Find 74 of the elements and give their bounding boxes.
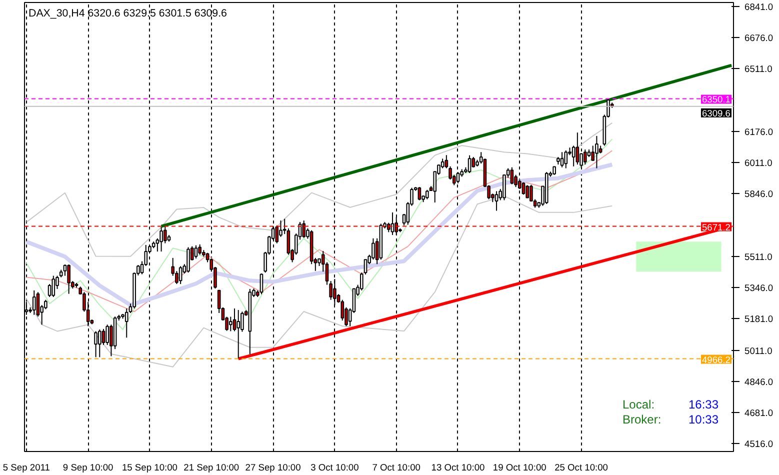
x-tick-label: 19 Oct 10:00: [492, 462, 546, 472]
line-series: [26, 122, 613, 257]
candlestick: [194, 244, 198, 259]
candlestick: [526, 184, 530, 198]
x-tick-label: 15 Sep 10:00: [122, 462, 178, 472]
candlestick: [302, 220, 306, 238]
candlestick: [198, 244, 202, 256]
annotation: Broker:: [622, 412, 662, 426]
x-tick-label: 9 Sep 10:00: [62, 462, 114, 472]
candlestick: [67, 264, 70, 294]
y-tick-label: 6676.0: [744, 32, 774, 43]
annotation: 10:33: [688, 412, 719, 426]
candlestick: [583, 148, 587, 166]
candlestick: [510, 166, 514, 185]
candlestick: [228, 316, 232, 332]
candlestick: [275, 224, 279, 244]
y-tick-label: 5346.0: [744, 282, 774, 293]
candlestick: [522, 182, 526, 196]
candlestick: [472, 156, 476, 168]
candlestick: [160, 226, 163, 252]
candlestick: [456, 172, 460, 184]
ref-line-label: 4966.2: [702, 354, 730, 365]
candlestick: [494, 190, 498, 212]
candlestick: [236, 309, 240, 360]
candlestick: [572, 145, 576, 167]
x-tick-label: 3 Oct 10:00: [310, 462, 359, 472]
candlestick: [106, 324, 109, 346]
x-tick-label: 7 Oct 10:00: [372, 462, 420, 472]
candlestick: [102, 328, 106, 346]
annotation: Local:: [622, 398, 655, 412]
candlestick: [576, 132, 580, 166]
y-tick-label: 6511.0: [744, 64, 772, 74]
ref-line-label: 5671.2: [702, 222, 730, 232]
candlestick: [178, 266, 182, 285]
candlestick: [94, 330, 98, 358]
line-series: [26, 138, 613, 330]
y-tick-label: 6176.0: [744, 126, 774, 137]
annotation: 16:33: [688, 398, 719, 412]
ref-line-label: 6350.1: [702, 94, 730, 105]
candlestick: [595, 135, 598, 169]
y-tick-label: 6011.0: [744, 158, 772, 168]
candlestick: [390, 212, 394, 236]
x-tick-label: 5 Sep 2011: [2, 462, 50, 472]
candlestick: [186, 246, 190, 274]
y-tick-label: 6841.0: [744, 2, 774, 12]
candlestick: [444, 154, 448, 169]
x-tick-label: 27 Sep 10:00: [245, 462, 301, 472]
text: DAX_30,H4 6320.6 6329.5 6301.5 6309.6: [28, 8, 228, 20]
y-tick-label: 4846.0: [744, 376, 774, 387]
candlestick: [372, 238, 375, 260]
y-tick-label: 5846.0: [744, 188, 774, 199]
candlestick: [426, 189, 429, 200]
candlestick: [260, 273, 264, 295]
candlestick: [564, 150, 568, 169]
candlestick: [333, 278, 336, 306]
x-tick-label: 25 Oct 10:00: [554, 462, 608, 472]
y-tick-label: 5511.0: [744, 252, 772, 262]
y-tick-label: 4516.0: [744, 438, 774, 449]
candlestick: [418, 186, 422, 201]
candlestick: [232, 308, 236, 332]
candlestick: [98, 329, 102, 358]
ref-line-label: 6309.6: [702, 108, 730, 118]
candlestick: [124, 308, 128, 338]
candlestick: [560, 152, 564, 168]
y-tick-label: 5181.0: [744, 314, 774, 324]
candlestick: [468, 154, 472, 174]
x-tick-label: 13 Oct 10:00: [431, 462, 485, 472]
y-tick-label: 5011.0: [744, 346, 772, 356]
candlestick: [32, 290, 36, 316]
x-tick-label: 21 Sep 10:00: [184, 462, 240, 472]
candlestick: [394, 216, 398, 236]
y-tick-label: 4681.0: [744, 408, 774, 418]
candlestick: [52, 275, 56, 298]
candlestick: [36, 292, 40, 318]
